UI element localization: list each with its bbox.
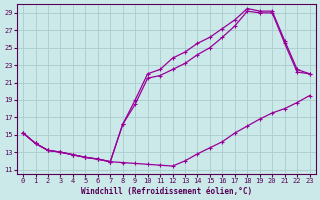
X-axis label: Windchill (Refroidissement éolien,°C): Windchill (Refroidissement éolien,°C) xyxy=(81,187,252,196)
